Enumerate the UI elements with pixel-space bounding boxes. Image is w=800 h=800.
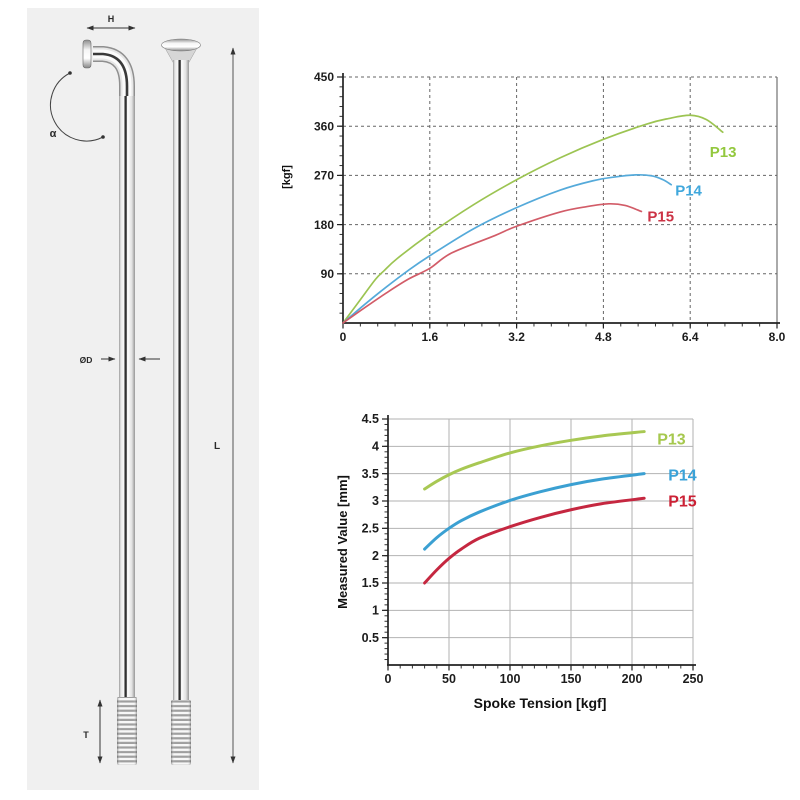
x-tick-label: 0: [385, 672, 392, 686]
series-curve-P13: [423, 430, 646, 491]
y-tick-label: 4.5: [362, 412, 379, 426]
x-tick-label: 3.2: [508, 330, 525, 344]
series-label-P14: P14: [675, 183, 702, 200]
y-tick-label: 2.5: [362, 522, 379, 536]
x-tick-label: 250: [683, 672, 704, 686]
y-tick-label: 1.5: [362, 576, 379, 590]
y-tick-label: 180: [314, 218, 334, 232]
angle-label: α: [50, 128, 57, 140]
thread-label: T: [83, 730, 89, 740]
series-label-P15: P15: [668, 493, 697, 510]
spoke-head: [161, 38, 201, 52]
x-tick-label: 50: [442, 672, 456, 686]
angle-arc: [49, 72, 104, 142]
x-tick-label: 0: [340, 330, 347, 344]
j-bend-spoke: [82, 39, 137, 765]
series-curve-P15: [342, 202, 643, 324]
y-tick-label: 3.5: [362, 467, 379, 481]
y-tick-label: 2: [372, 549, 379, 563]
angle-arc-end-dot: [101, 135, 105, 139]
h-dimension-label: H: [108, 14, 115, 24]
series-curve-P13: [342, 114, 724, 324]
x-tick-label: 6.4: [682, 330, 699, 344]
x-tick-label: 150: [561, 672, 582, 686]
diameter-label: ØD: [80, 355, 93, 365]
angle-arc-end-dot: [68, 71, 72, 75]
series-label-P13: P13: [710, 144, 737, 161]
x-tick-label: 100: [500, 672, 521, 686]
x-axis-title: Spoke Tension [kgf]: [474, 695, 607, 711]
spoke-shaft: [119, 96, 135, 697]
spoke-diagram-panel: H α: [27, 8, 259, 790]
x-tick-label: 1.6: [421, 330, 438, 344]
y-axis-title: [kgf]: [281, 165, 293, 189]
x-tick-label: 200: [622, 672, 643, 686]
series-label-P13: P13: [657, 432, 686, 449]
x-tick-label: 4.8: [595, 330, 612, 344]
series-curve-P15: [423, 496, 646, 585]
x-tick-label: 8.0: [769, 330, 786, 344]
y-tick-label: 90: [321, 267, 335, 281]
y-tick-label: 360: [314, 119, 334, 133]
straight-spoke: [161, 38, 201, 765]
y-axis-title: Measured Value [mm]: [335, 475, 350, 609]
series-label-P15: P15: [647, 208, 674, 225]
series-label-P14: P14: [668, 468, 697, 485]
series-curve-P14: [423, 472, 646, 551]
length-label: L: [214, 441, 220, 452]
tension-measurement-chart: 0 50 100 150 200 250 0.5 1 1.5 2 2.5 3 3.5 4 4.5 P13 P14…: [335, 412, 704, 711]
y-tick-label: 3: [372, 494, 379, 508]
y-tick-label: 450: [314, 70, 334, 84]
y-tick-label: 1: [372, 604, 379, 618]
spoke-shaft: [173, 60, 189, 700]
y-tick-label: 270: [314, 169, 334, 183]
series-curve-P14: [342, 173, 673, 324]
y-tick-label: 0.5: [362, 631, 379, 645]
spoke-head-flange: [82, 39, 92, 69]
y-tick-label: 4: [372, 440, 379, 454]
spoke-diagram: H α: [49, 14, 236, 765]
